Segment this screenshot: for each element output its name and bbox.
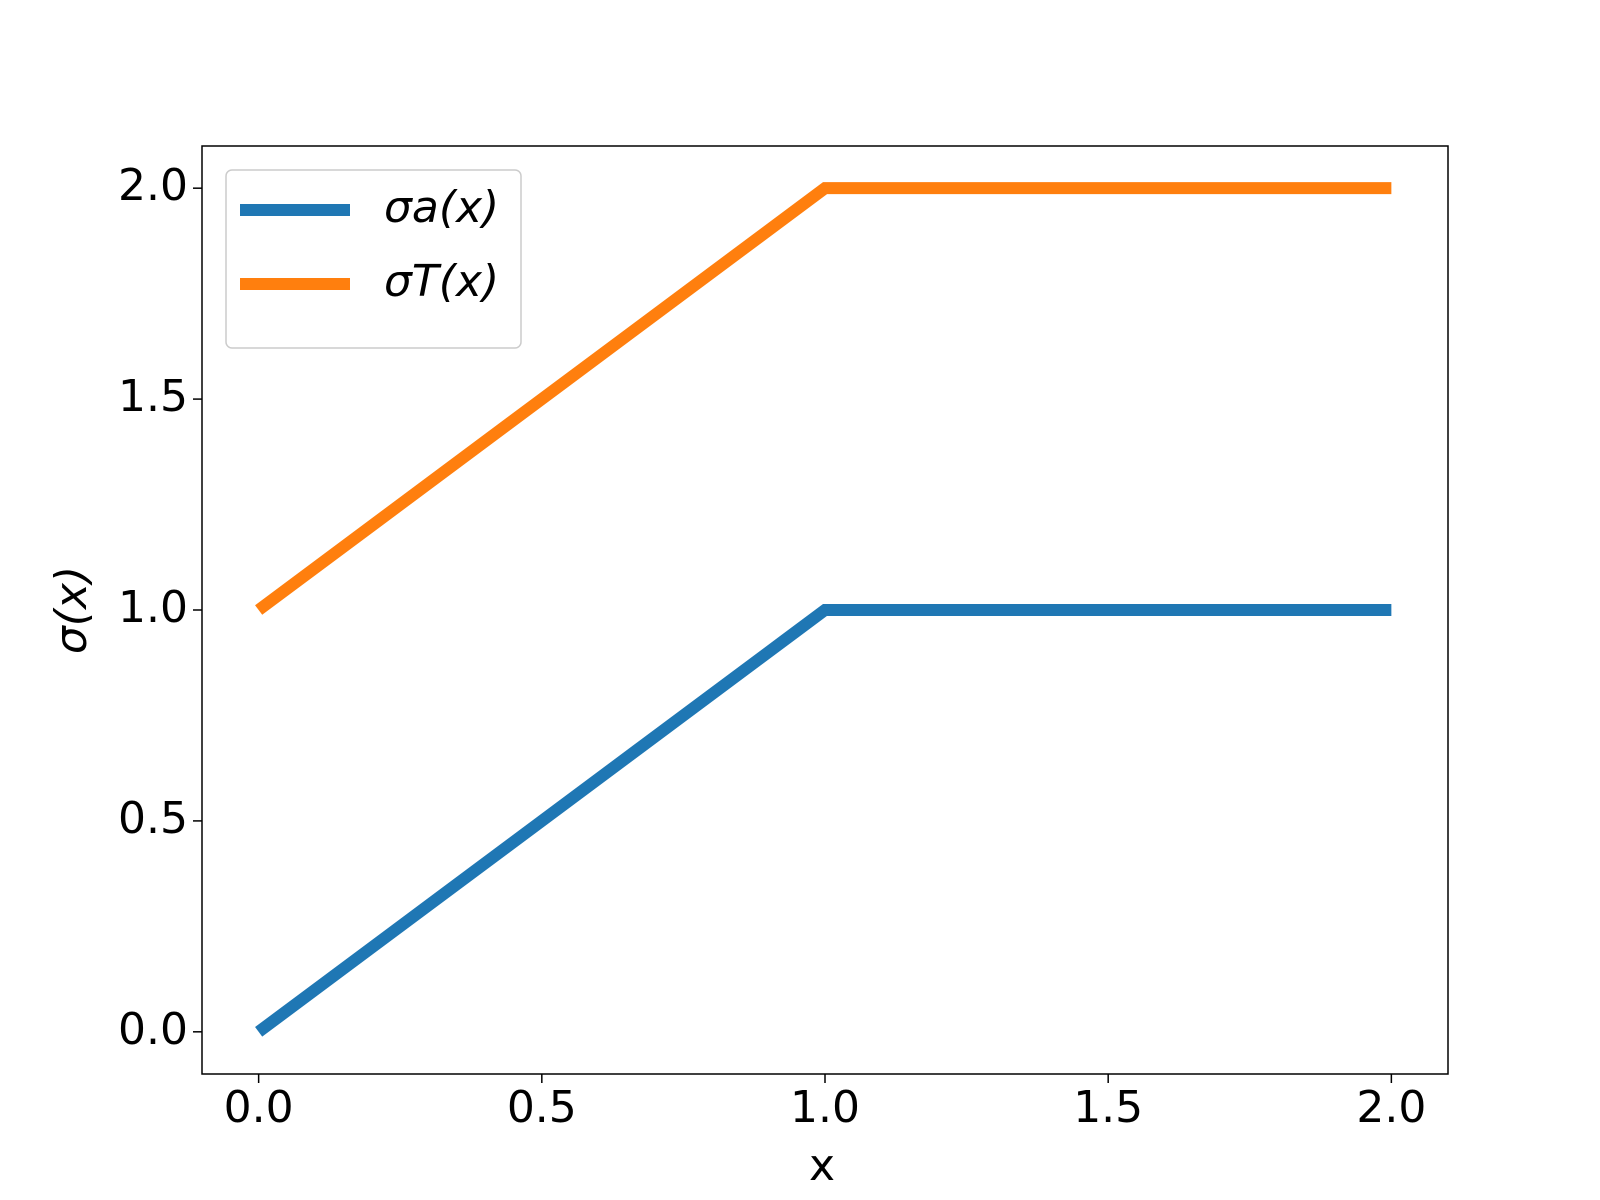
- y-axis-label: σ(x): [46, 566, 97, 654]
- y-tick-label: 1.5: [118, 371, 188, 422]
- line-series: [255, 182, 1392, 615]
- x-tick-label: 1.0: [790, 1082, 860, 1133]
- plot-frame: [201, 145, 1449, 1075]
- x-tick-label: 0.0: [224, 1082, 294, 1133]
- x-tick-label: 2.0: [1356, 1082, 1426, 1133]
- legend-label: σa(x): [384, 182, 499, 233]
- y-tick-label: 0.5: [118, 793, 188, 844]
- x-tick-label: 1.5: [1073, 1082, 1143, 1133]
- legend-label: σT(x): [384, 256, 499, 307]
- y-tick-label: 2.0: [118, 160, 188, 211]
- x-tick-label: 0.5: [507, 1082, 577, 1133]
- x-axis-label: x: [809, 1140, 835, 1191]
- line-series: [255, 604, 1392, 1037]
- y-tick-label: 0.0: [118, 1004, 188, 1055]
- legend: σa(x) σT(x): [225, 169, 522, 349]
- y-tick-label: 1.0: [118, 582, 188, 633]
